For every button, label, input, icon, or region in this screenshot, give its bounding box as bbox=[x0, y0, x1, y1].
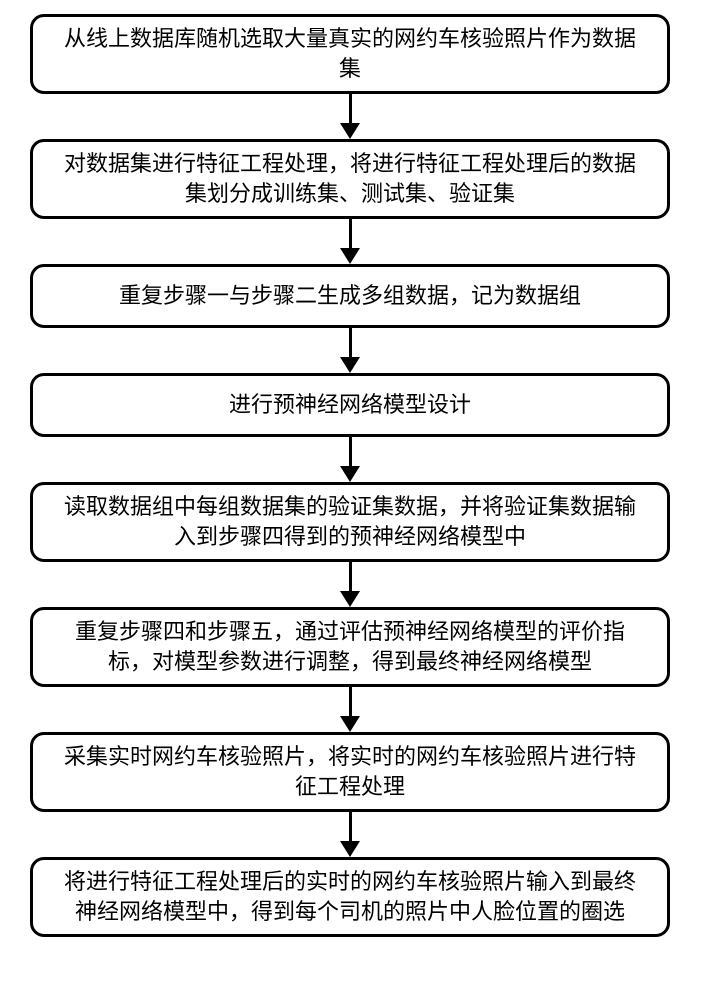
flowchart-node: 将进行特征工程处理后的实时的网约车核验照片输入到最终神经网络模型中，得到每个司机… bbox=[30, 857, 670, 937]
flowchart-node: 重复步骤一与步骤二生成多组数据，记为数据组 bbox=[30, 264, 670, 328]
flowchart-node: 重复步骤四和步骤五，通过评估预神经网络模型的评价指标，对模型参数进行调整，得到最… bbox=[30, 607, 670, 687]
flowchart-canvas: 从线上数据库随机选取大量真实的网约车核验照片作为数据集对数据集进行特征工程处理，… bbox=[0, 0, 707, 1000]
flowchart-node: 进行预神经网络模型设计 bbox=[30, 373, 670, 437]
flowchart-node: 对数据集进行特征工程处理，将进行特征工程处理后的数据集划分成训练集、测试集、验证… bbox=[30, 139, 670, 219]
flowchart-node: 采集实时网约车核验照片，将实时的网约车核验照片进行特征工程处理 bbox=[30, 732, 670, 812]
flowchart-node: 读取数据组中每组数据集的验证集数据，并将验证集数据输入到步骤四得到的预神经网络模… bbox=[30, 482, 670, 562]
flowchart-node: 从线上数据库随机选取大量真实的网约车核验照片作为数据集 bbox=[30, 14, 670, 94]
